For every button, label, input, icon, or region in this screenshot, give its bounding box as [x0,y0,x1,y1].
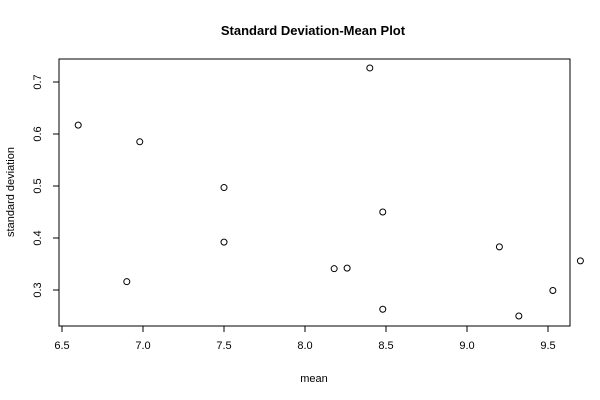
plot-frame [58,58,571,327]
data-point [379,305,387,313]
data-point [220,184,228,192]
data-point [366,64,374,72]
x-tick-label: 9.5 [540,340,555,352]
y-tick-label: 0.3 [32,282,44,297]
data-point [343,264,351,272]
y-tick-label: 0.4 [32,230,44,245]
x-tick-label: 8.5 [378,340,393,352]
data-point [549,287,557,295]
x-axis-label: mean [300,373,328,385]
y-tick-label: 0.5 [32,178,44,193]
data-point [136,138,144,146]
x-tick-label: 7.0 [135,340,150,352]
data-point [379,208,387,216]
x-tick-label: 6.5 [54,340,69,352]
data-points [74,64,584,320]
data-point [220,238,228,246]
y-tick-label: 0.6 [32,126,44,141]
chart-title: Standard Deviation-Mean Plot [221,23,406,38]
data-point [330,265,338,273]
data-point [74,121,82,129]
x-tick-label: 8.0 [297,340,312,352]
data-point [123,278,131,286]
data-point [515,312,523,320]
y-axis-label: standard deviation [5,147,17,237]
y-tick-label: 0.7 [32,74,44,89]
data-point [495,243,503,251]
x-axis: 6.5 7.0 7.5 8.0 8.5 9.0 9.5 [54,325,556,352]
x-tick-label: 7.5 [216,340,231,352]
data-point [576,257,584,265]
y-axis: 0.3 0.4 0.5 0.6 0.7 [32,74,60,298]
x-tick-label: 9.0 [459,340,474,352]
